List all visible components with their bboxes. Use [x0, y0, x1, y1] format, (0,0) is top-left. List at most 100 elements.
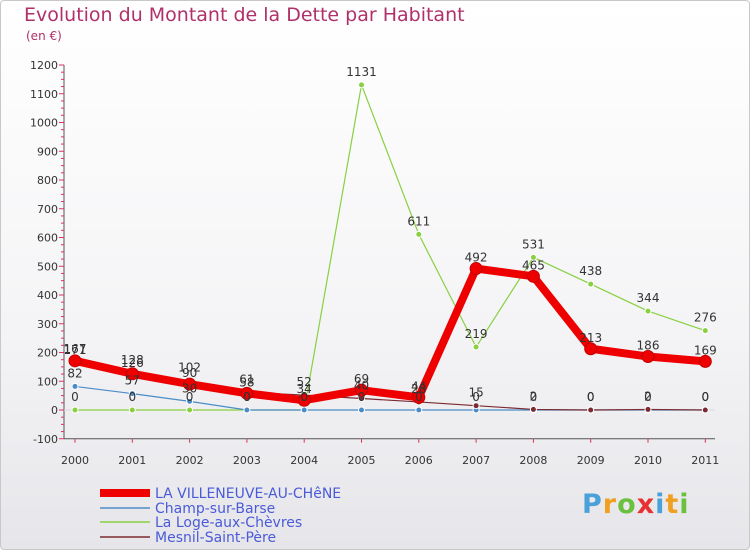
data-point	[358, 406, 365, 414]
y-tick-label: 1000	[30, 117, 58, 130]
data-point	[472, 402, 480, 410]
data-point	[71, 382, 79, 390]
data-point	[587, 406, 595, 414]
data-label: 213	[579, 331, 602, 345]
data-point	[526, 269, 540, 283]
data-point	[297, 393, 311, 407]
data-label: 0	[701, 390, 709, 404]
chart-subtitle: (en €)	[26, 29, 62, 43]
data-label: 57	[125, 374, 140, 388]
data-point	[584, 342, 598, 356]
data-label: 0	[300, 390, 308, 404]
x-tick-label: 2000	[61, 454, 89, 467]
data-point	[183, 377, 197, 391]
data-label: 0	[415, 390, 423, 404]
x-tick-label: 2006	[405, 454, 433, 467]
legend-label: Champ-sur-Barse	[155, 501, 275, 517]
data-label: 0	[243, 390, 251, 404]
data-point	[128, 390, 136, 398]
series-line-2	[74, 84, 706, 411]
data-label: 0	[358, 390, 366, 404]
y-tick-label: 1200	[30, 59, 58, 72]
data-label: 438	[579, 264, 602, 278]
data-label: 611	[407, 214, 430, 228]
data-point	[358, 81, 365, 89]
data-label: 90	[182, 366, 197, 380]
data-label: 0	[587, 390, 595, 404]
data-point	[125, 367, 139, 381]
data-point	[240, 386, 254, 400]
data-point	[186, 406, 194, 414]
data-label: 276	[694, 311, 717, 325]
y-tick-label: 800	[37, 174, 58, 187]
data-label: 0	[243, 390, 251, 404]
chart-title: Evolution du Montant de la Dette par Hab…	[24, 4, 465, 26]
data-point	[644, 405, 652, 413]
data-point	[415, 230, 423, 238]
y-tick-label: 700	[37, 203, 58, 216]
data-point	[186, 397, 194, 405]
legend-label: La Loge-aux-Chèvres	[155, 515, 302, 531]
proxiti-logo: Proxiti	[582, 489, 690, 520]
data-point	[71, 406, 79, 414]
data-point	[529, 405, 537, 413]
x-tick-label: 2002	[176, 454, 204, 467]
data-point	[701, 406, 709, 414]
logo-letter: o	[617, 489, 637, 520]
data-label: 0	[472, 390, 480, 404]
data-label: 61	[239, 372, 254, 386]
data-label: 0	[71, 390, 79, 404]
data-label: 2	[530, 389, 538, 403]
data-label: 44	[411, 379, 426, 393]
data-label: 0	[300, 390, 308, 404]
logo-letter: t	[665, 489, 680, 520]
data-label: 531	[522, 237, 545, 251]
data-label: 465	[522, 258, 545, 272]
y-tick-label: 1100	[30, 88, 58, 101]
data-label: 0	[530, 390, 538, 404]
logo-letter: x	[636, 489, 656, 520]
data-label: 492	[465, 251, 488, 265]
data-point	[529, 253, 537, 261]
y-tick-label: 600	[37, 232, 58, 245]
data-label: 169	[694, 343, 717, 357]
data-point	[644, 307, 652, 315]
x-tick-label: 2011	[691, 454, 719, 467]
y-tick-label: 400	[37, 289, 58, 302]
data-point	[412, 390, 426, 404]
data-label: 219	[465, 327, 488, 341]
data-label: 0	[644, 390, 652, 404]
data-point	[472, 343, 480, 351]
x-tick-label: 2009	[577, 454, 605, 467]
y-tick-label: 500	[37, 260, 58, 273]
data-point	[355, 383, 368, 397]
data-point	[68, 354, 82, 368]
y-tick-label: 900	[37, 145, 58, 158]
data-label: 28	[411, 382, 426, 396]
data-label: 0	[128, 390, 136, 404]
data-label: 30	[182, 381, 197, 395]
data-label: 0	[701, 390, 709, 404]
x-tick-label: 2001	[118, 454, 146, 467]
logo-letter: r	[602, 489, 618, 520]
y-tick-label: 100	[37, 375, 58, 388]
data-point	[128, 406, 136, 414]
logo-letter: P	[582, 489, 603, 520]
data-label: 128	[121, 353, 144, 367]
data-point	[698, 354, 712, 368]
data-label: 102	[178, 361, 201, 375]
logo-letter: i	[655, 489, 666, 520]
data-label: 171	[64, 343, 87, 357]
logo-letter: i	[679, 489, 690, 520]
data-label: 0	[186, 390, 194, 404]
data-label: 186	[637, 339, 660, 353]
data-label: 52	[297, 375, 312, 389]
data-point	[701, 327, 709, 335]
legend-label: Mesnil-Saint-Père	[155, 530, 276, 546]
x-tick-label: 2007	[462, 454, 490, 467]
data-point	[469, 262, 483, 276]
y-tick-label: 200	[37, 347, 58, 360]
data-point	[587, 280, 595, 288]
